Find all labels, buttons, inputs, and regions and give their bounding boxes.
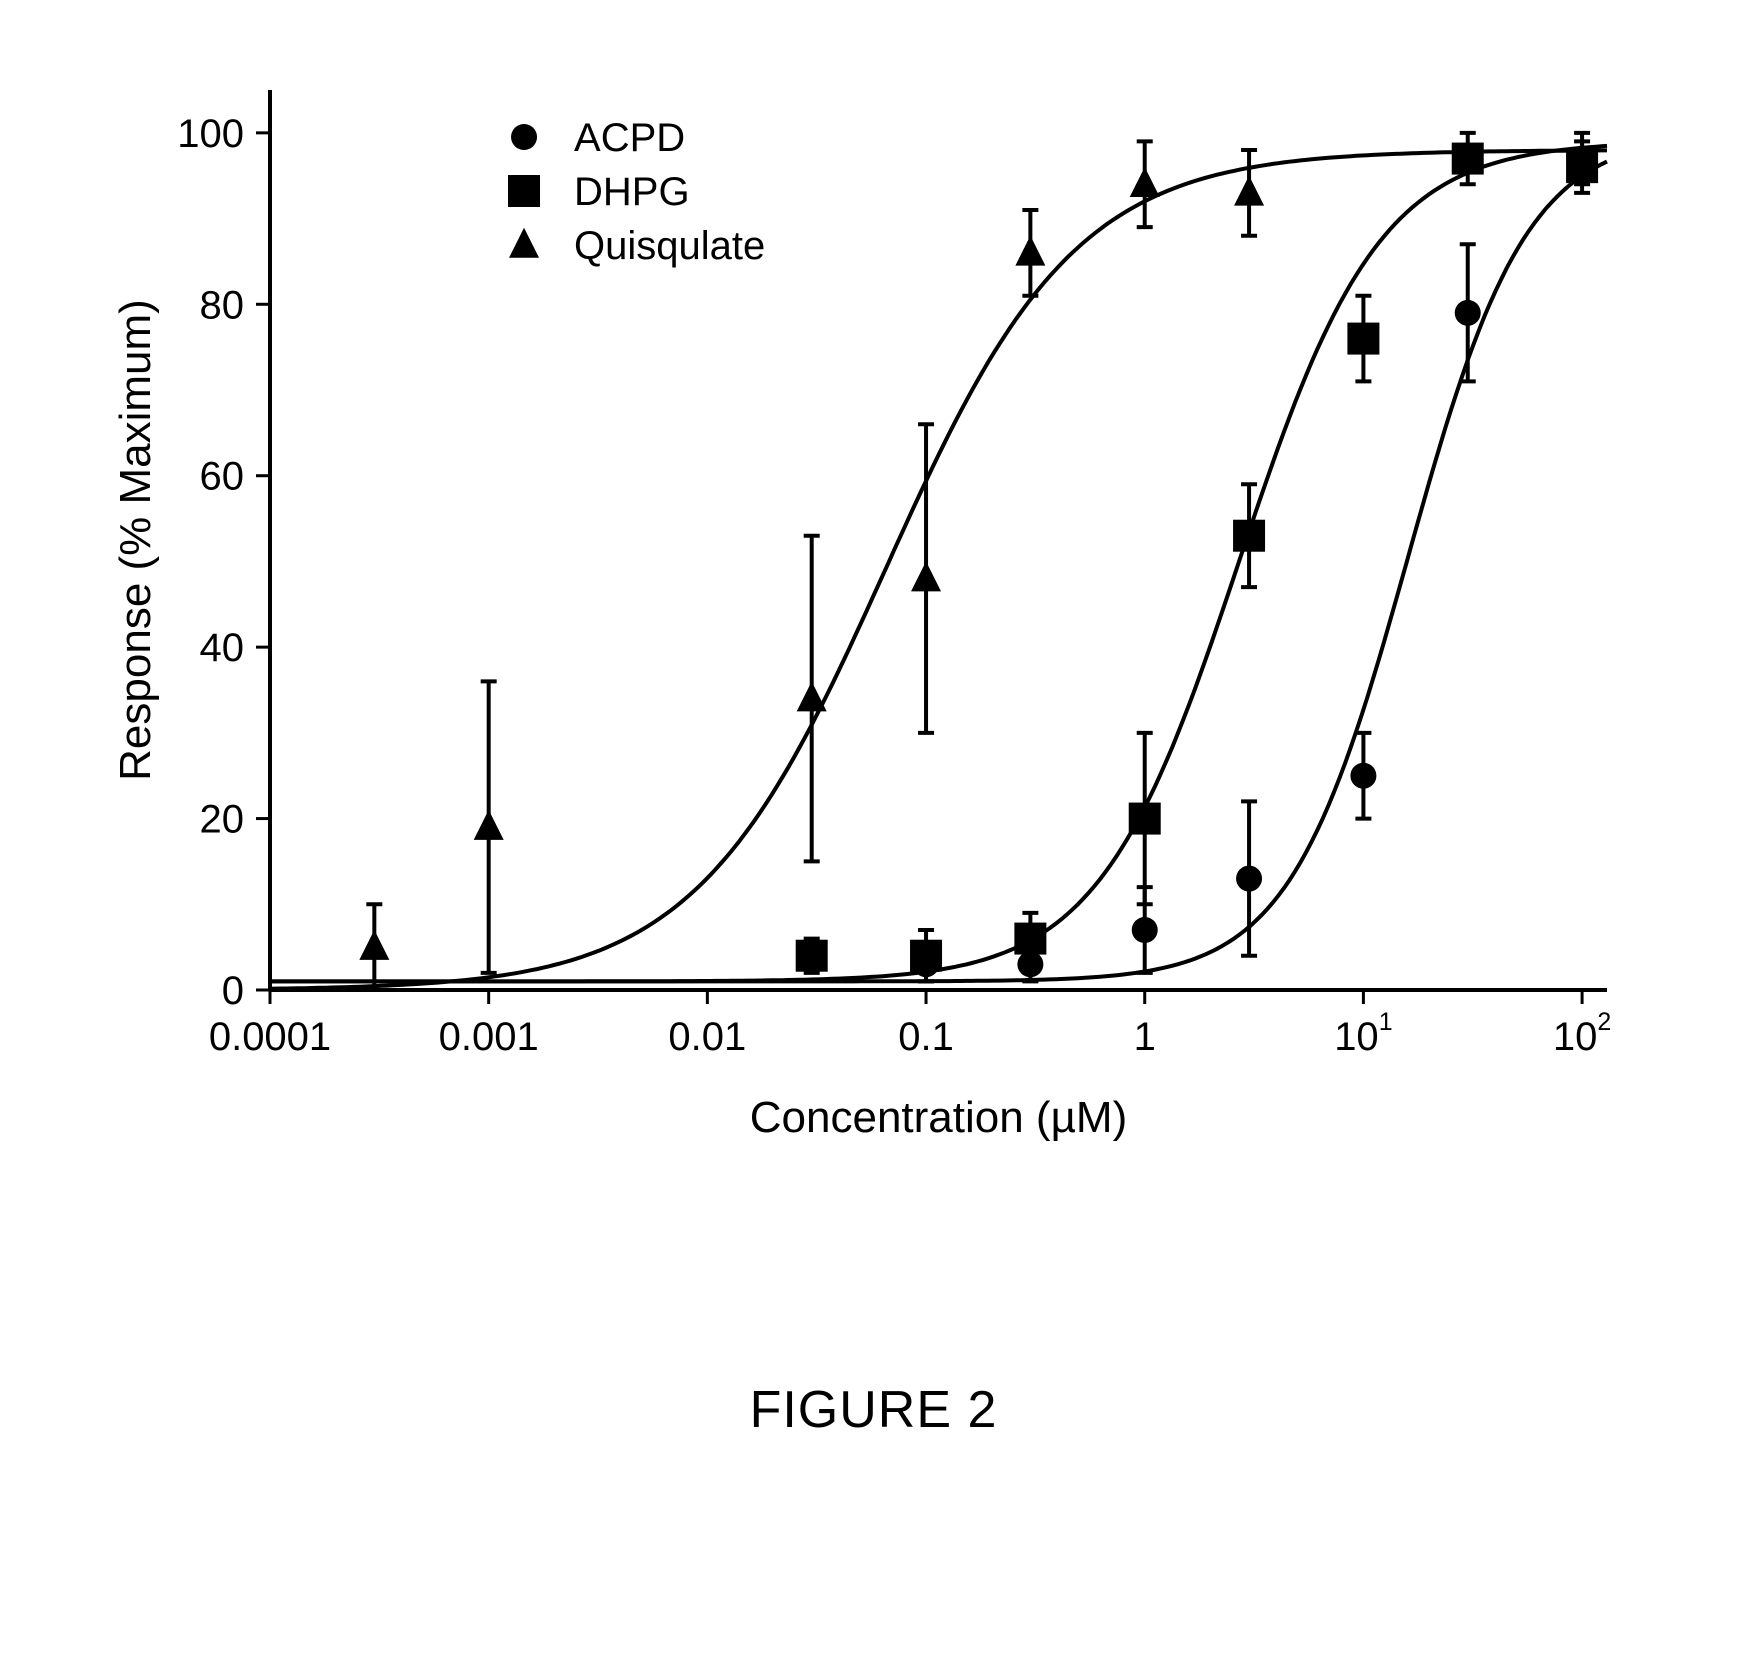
svg-text:0.1: 0.1 <box>898 1015 954 1059</box>
svg-text:101: 101 <box>1334 1008 1392 1059</box>
svg-text:0.001: 0.001 <box>439 1015 539 1059</box>
svg-text:100: 100 <box>177 112 244 156</box>
chart-svg: 0 20 40 60 80 100 0.0001 0.001 0.01 0.1 1 101 102 Con… <box>100 60 1647 1160</box>
svg-text:102: 102 <box>1553 1008 1611 1059</box>
svg-text:40: 40 <box>200 626 245 670</box>
svg-text:ACPD: ACPD <box>574 116 685 160</box>
svg-text:60: 60 <box>200 455 245 499</box>
figure-caption: FIGURE 2 <box>0 1380 1747 1440</box>
svg-text:0.0001: 0.0001 <box>209 1015 331 1059</box>
svg-text:20: 20 <box>200 798 245 842</box>
svg-text:Quisqulate: Quisqulate <box>574 224 765 268</box>
svg-text:0.01: 0.01 <box>668 1015 746 1059</box>
dose-response-chart: 0 20 40 60 80 100 0.0001 0.001 0.01 0.1 1 101 102 Con… <box>100 60 1647 1160</box>
svg-text:1: 1 <box>1134 1015 1156 1059</box>
svg-text:0: 0 <box>222 969 244 1013</box>
svg-text:80: 80 <box>200 283 245 327</box>
svg-text:Concentration (µM): Concentration (µM) <box>750 1093 1127 1142</box>
svg-text:Response (% Maximum): Response (% Maximum) <box>111 299 160 781</box>
page: 0 20 40 60 80 100 0.0001 0.001 0.01 0.1 1 101 102 Con… <box>0 0 1747 1657</box>
svg-text:DHPG: DHPG <box>574 170 690 214</box>
